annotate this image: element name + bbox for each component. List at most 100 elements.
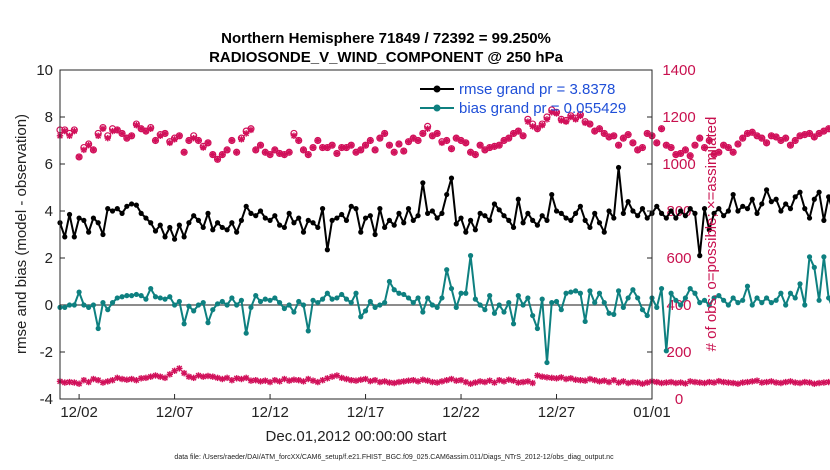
rmse-marker [319, 206, 326, 212]
y-axis-label: rmse and bias (model - observation) [13, 114, 30, 354]
bias-marker [200, 300, 206, 306]
bias-marker [186, 303, 192, 309]
x-tick-label: 12/07 [156, 404, 194, 421]
obs-assimilated-marker [142, 127, 150, 135]
obs-band-marker [443, 377, 450, 384]
bias-marker [721, 297, 727, 303]
bias-marker [592, 300, 598, 306]
obs-assimilated-marker [768, 132, 775, 139]
y-axis-right-label: # of obs: o=possible; ×=assimilated [703, 117, 720, 352]
obs-assimilated-marker [233, 149, 240, 156]
bias-marker [372, 304, 378, 310]
rmse-marker [821, 217, 827, 223]
rmse-marker [735, 208, 741, 214]
bias-marker [678, 302, 684, 308]
obs-band-marker [328, 373, 336, 380]
rmse-marker [143, 215, 149, 221]
bias-marker [568, 289, 574, 295]
bias-marker [386, 278, 393, 285]
rmse-marker [296, 215, 302, 221]
bias-marker [778, 290, 784, 296]
rmse-marker [759, 201, 765, 207]
obs-assimilated-marker [352, 149, 360, 156]
bias-marker [405, 295, 412, 301]
bias-marker [611, 311, 617, 317]
obs-band-marker [200, 373, 207, 380]
bias-marker [630, 287, 636, 293]
x-axis-label: Dec.01,2012 00:00:00 start [266, 428, 448, 445]
bias-marker [95, 325, 101, 332]
rmse-marker [787, 206, 794, 212]
obs-band-marker [424, 377, 431, 384]
bias-marker [826, 295, 830, 301]
bias-marker [181, 321, 187, 327]
obs-band-marker [338, 374, 345, 382]
obs-assimilated-marker [219, 151, 226, 158]
rmse-marker [267, 217, 273, 223]
bias-marker [558, 307, 564, 313]
obs-assimilated-marker [601, 130, 608, 137]
rmse-marker [487, 217, 493, 223]
obs-assimilated-marker [185, 137, 193, 144]
obs-band-marker [99, 379, 107, 386]
legend-bias-label: bias grand pr = 0.055429 [459, 100, 626, 117]
obs-assimilated-marker [634, 146, 641, 154]
bias-marker [382, 300, 388, 306]
rmse-marker [606, 208, 612, 214]
rmse-marker [682, 213, 689, 219]
rmse-marker [129, 201, 135, 207]
rmse-marker [725, 208, 731, 214]
rmse-marker [71, 234, 77, 240]
bias-marker [735, 300, 741, 306]
bias-marker [716, 293, 722, 299]
obs-band-marker [223, 374, 231, 382]
bias-marker [253, 293, 259, 299]
rmse-marker [506, 217, 512, 223]
obs-assimilated-marker [223, 146, 231, 154]
obs-assimilated-marker [715, 149, 723, 156]
obs-band-marker [309, 377, 317, 384]
rmse-marker [339, 211, 345, 218]
obs-band-marker [524, 378, 532, 385]
obs-assimilated-marker [806, 130, 813, 137]
rmse-marker [458, 215, 464, 221]
bias-marker [300, 302, 307, 308]
rmse-marker [744, 206, 751, 212]
obs-assimilated-marker [782, 134, 789, 142]
obs-assimilated-marker [109, 127, 116, 135]
obs-band-marker [567, 375, 575, 382]
bias-marker [821, 254, 827, 260]
rmse-marker [582, 217, 588, 223]
rmse-marker [730, 191, 736, 198]
obs-assimilated-marker [572, 116, 579, 123]
obs-assimilated-marker [371, 146, 379, 154]
rmse-marker [563, 215, 569, 221]
x-tick-label: 12/27 [538, 404, 576, 421]
rmse-series [57, 164, 830, 259]
obs-band-marker [142, 374, 150, 382]
obs-band-marker [725, 379, 732, 386]
obs-assimilated-marker [653, 139, 660, 147]
obs-band-marker [333, 372, 341, 379]
rmse-marker [210, 227, 216, 233]
obs-band-marker [262, 377, 269, 384]
bias-marker [234, 302, 240, 308]
rmse-marker [81, 217, 87, 223]
bias-marker [544, 359, 550, 366]
rmse-marker [668, 208, 674, 214]
obs-band-marker [390, 379, 398, 387]
obs-assimilated-marker [486, 144, 493, 151]
obs-assimilated-marker [720, 142, 727, 149]
y-right-tick-label: 0 [675, 391, 683, 408]
obs-band-marker [720, 378, 727, 386]
bias-marker [205, 320, 211, 326]
bias-marker [658, 285, 665, 292]
bias-marker [496, 302, 502, 308]
bias-marker [133, 291, 139, 298]
bias-marker [315, 300, 321, 306]
y-right-tick-label: 1200 [662, 109, 695, 126]
bias-marker [334, 295, 340, 301]
rmse-marker [176, 222, 182, 228]
rmse-marker [530, 217, 536, 223]
rmse-marker [109, 208, 116, 214]
